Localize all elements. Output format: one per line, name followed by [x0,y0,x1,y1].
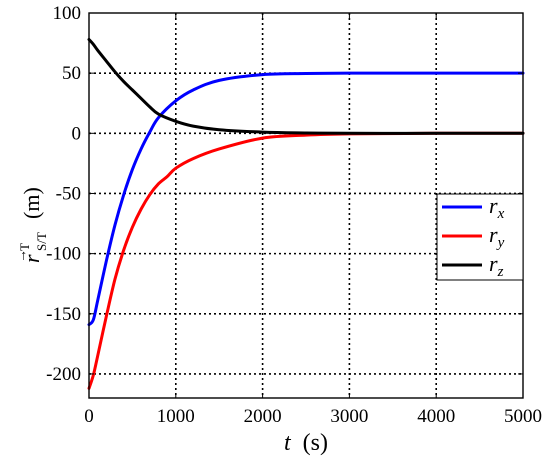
y-axis-variable: r [19,254,44,263]
x-axis-variable: t [284,430,292,456]
y-tick-label: 50 [62,63,81,84]
y-tick-labels: -200 -150 -100 -50 0 50 100 [46,3,81,385]
x-tick-label: 1000 [157,406,195,427]
svg-text:r: r [19,254,44,263]
x-tick-label: 0 [84,406,94,427]
series-lines [87,37,525,390]
x-axis-unit: (s) [303,430,328,456]
x-tick-label: 2000 [244,406,282,427]
x-tick-label: 5000 [504,406,542,427]
y-axis-arrow: → [15,249,30,263]
series-line-r-x [87,71,525,327]
y-tick-label: -150 [46,304,81,325]
y-tick-label: -100 [46,244,81,265]
y-axis-unit: (m) [19,187,44,219]
y-tick-label: -200 [46,364,81,385]
y-tick-label: -50 [56,183,81,204]
y-axis-label: → r T S/T (m) [15,187,49,263]
series-line-r-z [87,37,525,135]
legend-label-r-z: rz [489,251,504,280]
x-tick-label: 4000 [417,406,455,427]
series-line-r-y [87,131,525,390]
x-tick-labels: 0 1000 2000 3000 4000 5000 [84,406,542,427]
x-tick-label: 3000 [330,406,368,427]
y-tick-label: 100 [53,3,82,24]
legend-label-r-y: ry [489,222,505,251]
y-tick-label: 0 [72,123,82,144]
x-axis-label: t (s) [284,430,328,456]
y-axis-subscript: S/T [34,232,49,251]
legend-label-r-x: rx [489,193,505,222]
y-axis-superscript: T [17,243,32,251]
